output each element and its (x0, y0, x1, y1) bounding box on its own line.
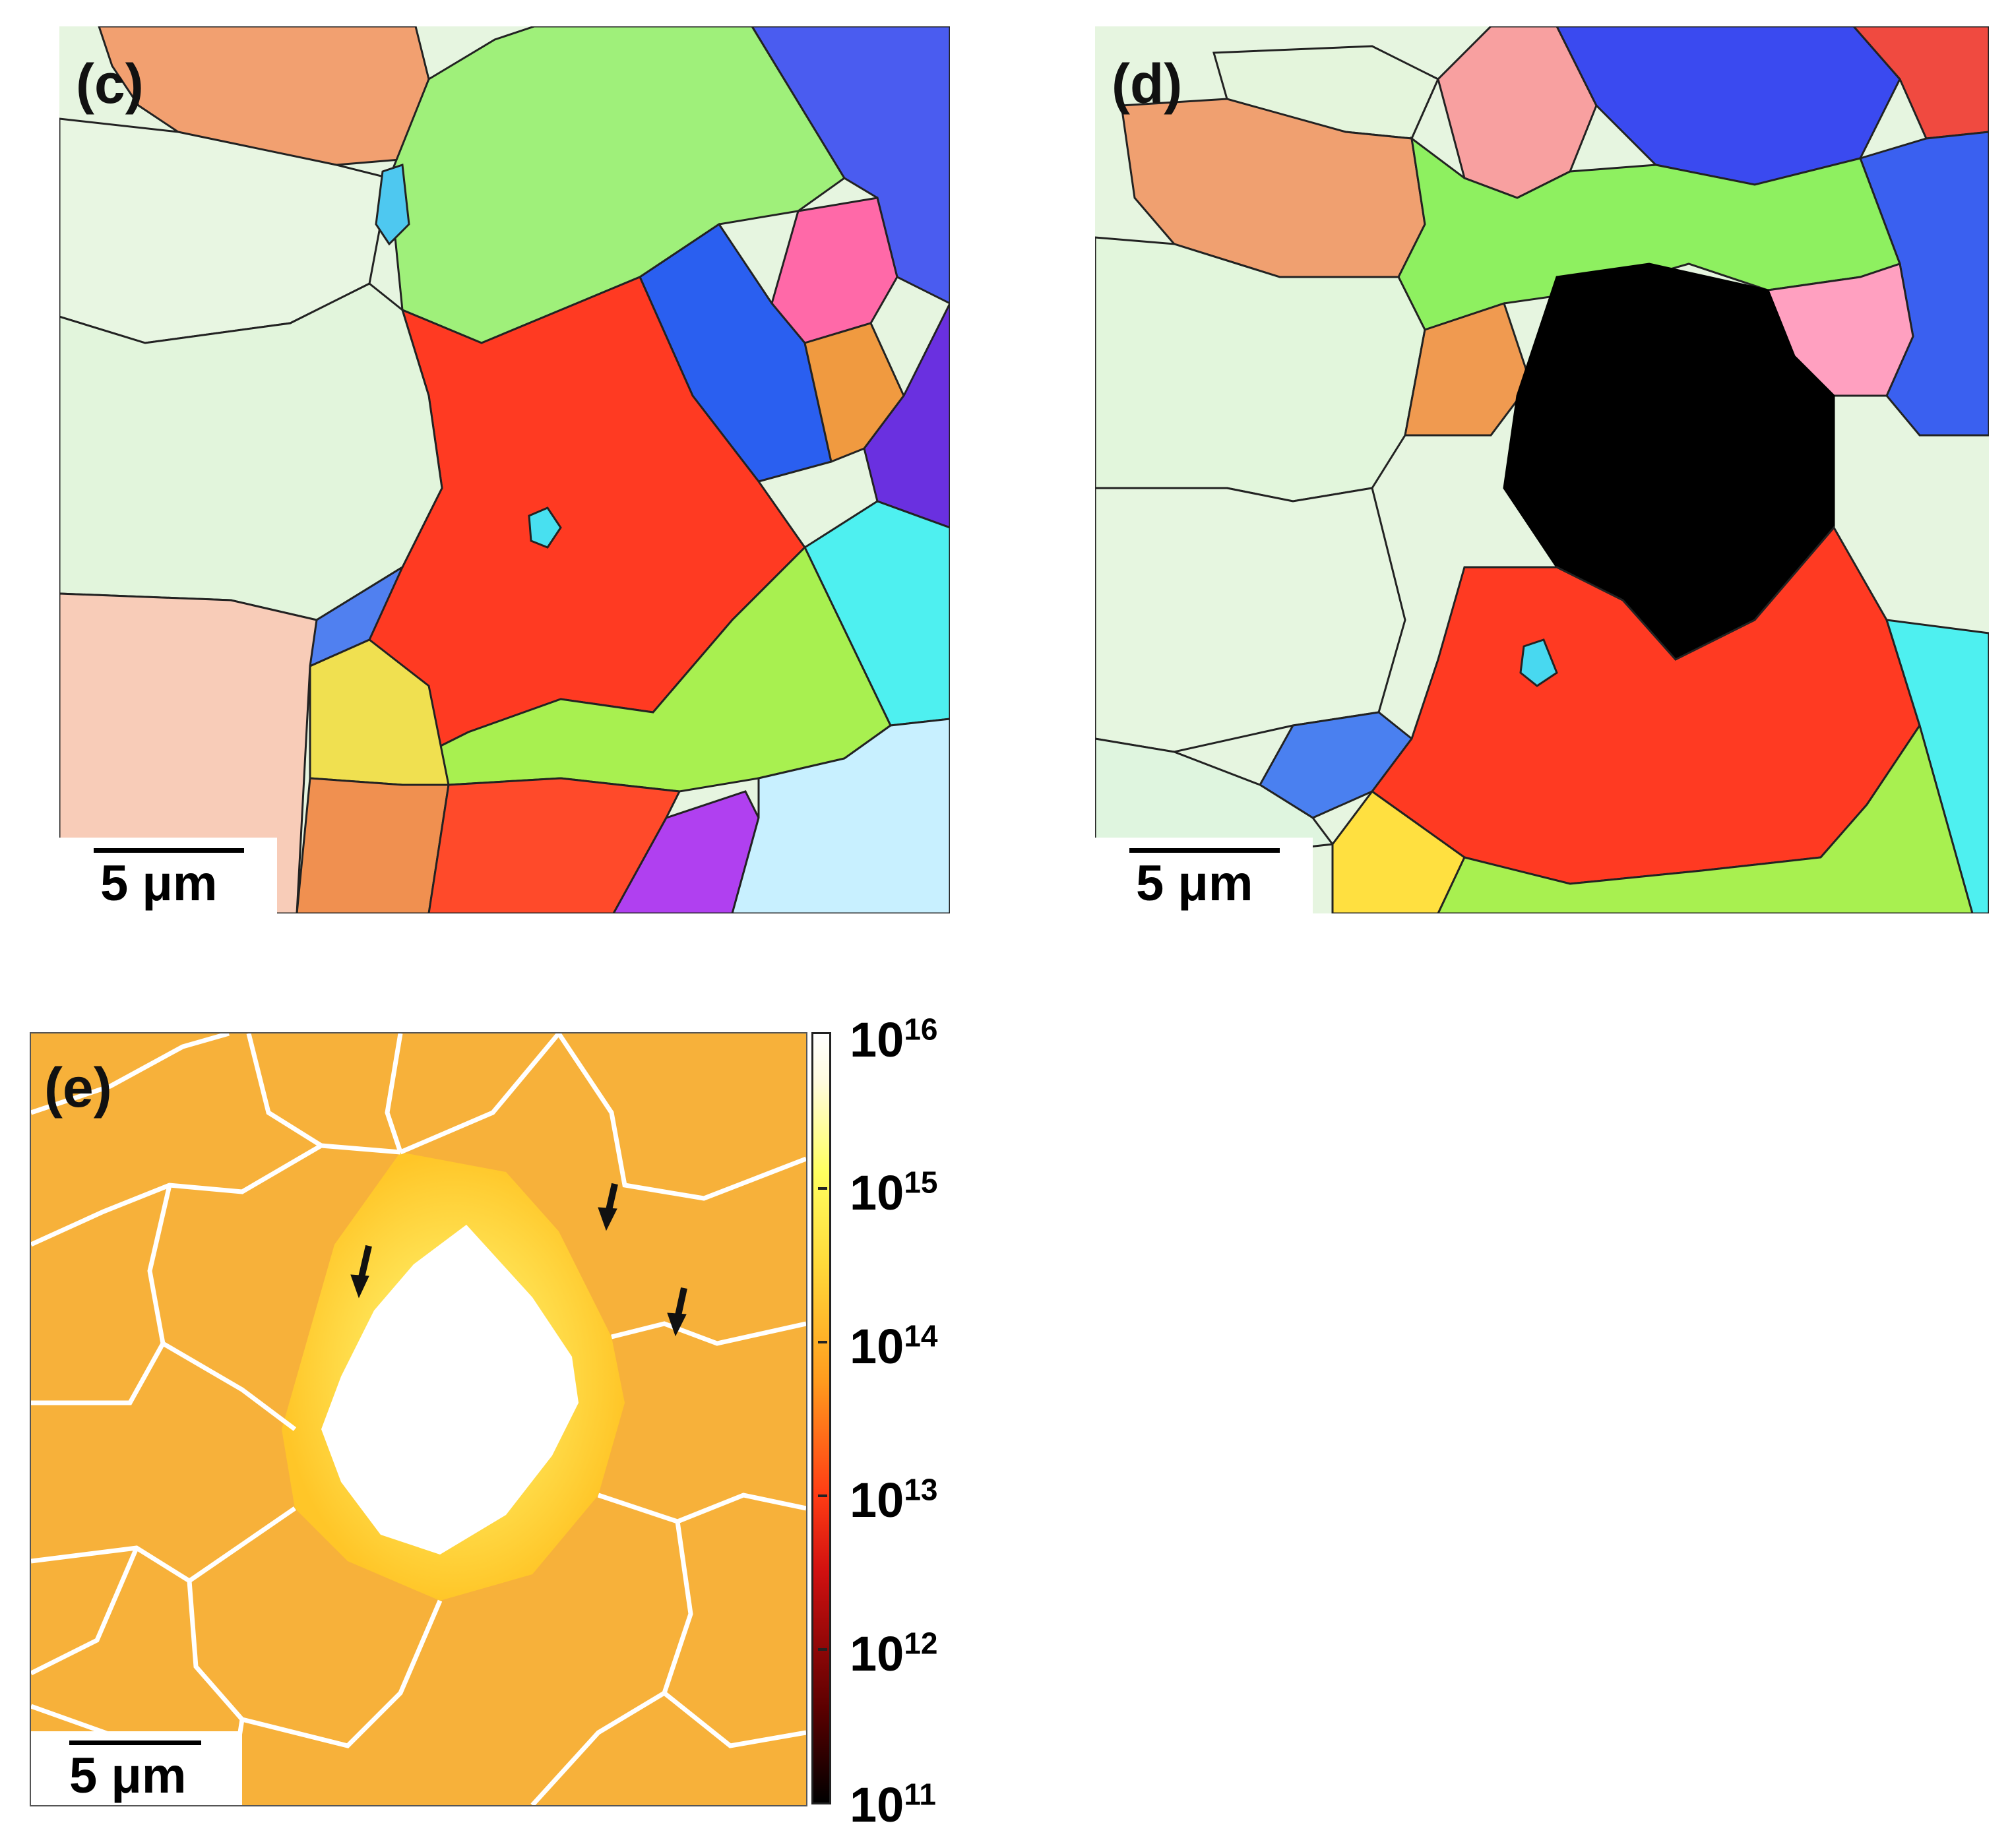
colorbar-tick-mark (818, 1341, 827, 1343)
arrow-left (350, 1245, 372, 1299)
colorbar-tick-mark (818, 1494, 827, 1497)
panel-e-scale-bar: 5 μm (31, 1731, 242, 1805)
grain-pale-green-middle-left (59, 282, 443, 621)
grain-cyan-small-top (375, 163, 410, 246)
colorbar-tick-1e11: 1011 (850, 1777, 936, 1832)
grain-orange-bottom (296, 777, 450, 913)
panel-e-dislocation-density-map: (e) 5 μm (30, 1032, 807, 1806)
grain-cyan-bottom-right (1885, 619, 1989, 913)
arrow-top (598, 1183, 618, 1231)
density-colorbar (811, 1032, 831, 1804)
scale-bar-label: 5 μm (1136, 855, 1253, 911)
density-arrows (350, 1183, 687, 1337)
grain-pale-green-lower-left (1095, 487, 1406, 753)
scale-bar-line (1129, 848, 1280, 853)
panel-e-density-map (31, 1033, 806, 1805)
panel-e-label: (e) (44, 1057, 112, 1119)
panel-d-scale-bar: 5 μm (1095, 838, 1313, 913)
grain-cyan-small (1519, 638, 1558, 687)
arrow-right (667, 1287, 687, 1337)
panel-d-label: (d) (1112, 53, 1183, 115)
scale-bar-line (94, 848, 244, 853)
colorbar-tick-1e15: 1015 (850, 1165, 938, 1220)
scale-bar-line (69, 1740, 201, 1745)
panel-c-grain-map (59, 26, 950, 913)
colorbar-tick-1e14: 1014 (850, 1318, 938, 1374)
colorbar-tick-mark (818, 1648, 827, 1651)
colorbar-tick-1e16: 1016 (850, 1012, 938, 1067)
panel-c-label: (c) (76, 53, 144, 115)
colorbar-tick-mark (818, 1187, 827, 1190)
grain-boundaries (31, 1033, 806, 1805)
colorbar-tick-1e12: 1012 (850, 1626, 938, 1681)
panel-d-grain-map (1095, 26, 1989, 913)
indent-saturated-region (321, 1225, 579, 1555)
scale-bar-label: 5 μm (100, 855, 218, 911)
scale-bar-label: 5 μm (69, 1748, 187, 1804)
panel-c-scale-bar: 5 μm (59, 838, 277, 913)
grain-pale-green-left (1095, 236, 1426, 503)
grain-cyan-small-center (528, 507, 562, 549)
grain-orange-mid-left (1404, 302, 1532, 437)
grain-light-cyan-bottom-right (731, 718, 950, 913)
colorbar-tick-1e13: 1013 (850, 1472, 938, 1527)
panel-c-orientation-map: (c) 5 μm (59, 26, 950, 913)
grain-yellow-green-bottom (1437, 723, 1974, 913)
panel-d-orientation-map: (d) 5 μm (1095, 26, 1989, 913)
